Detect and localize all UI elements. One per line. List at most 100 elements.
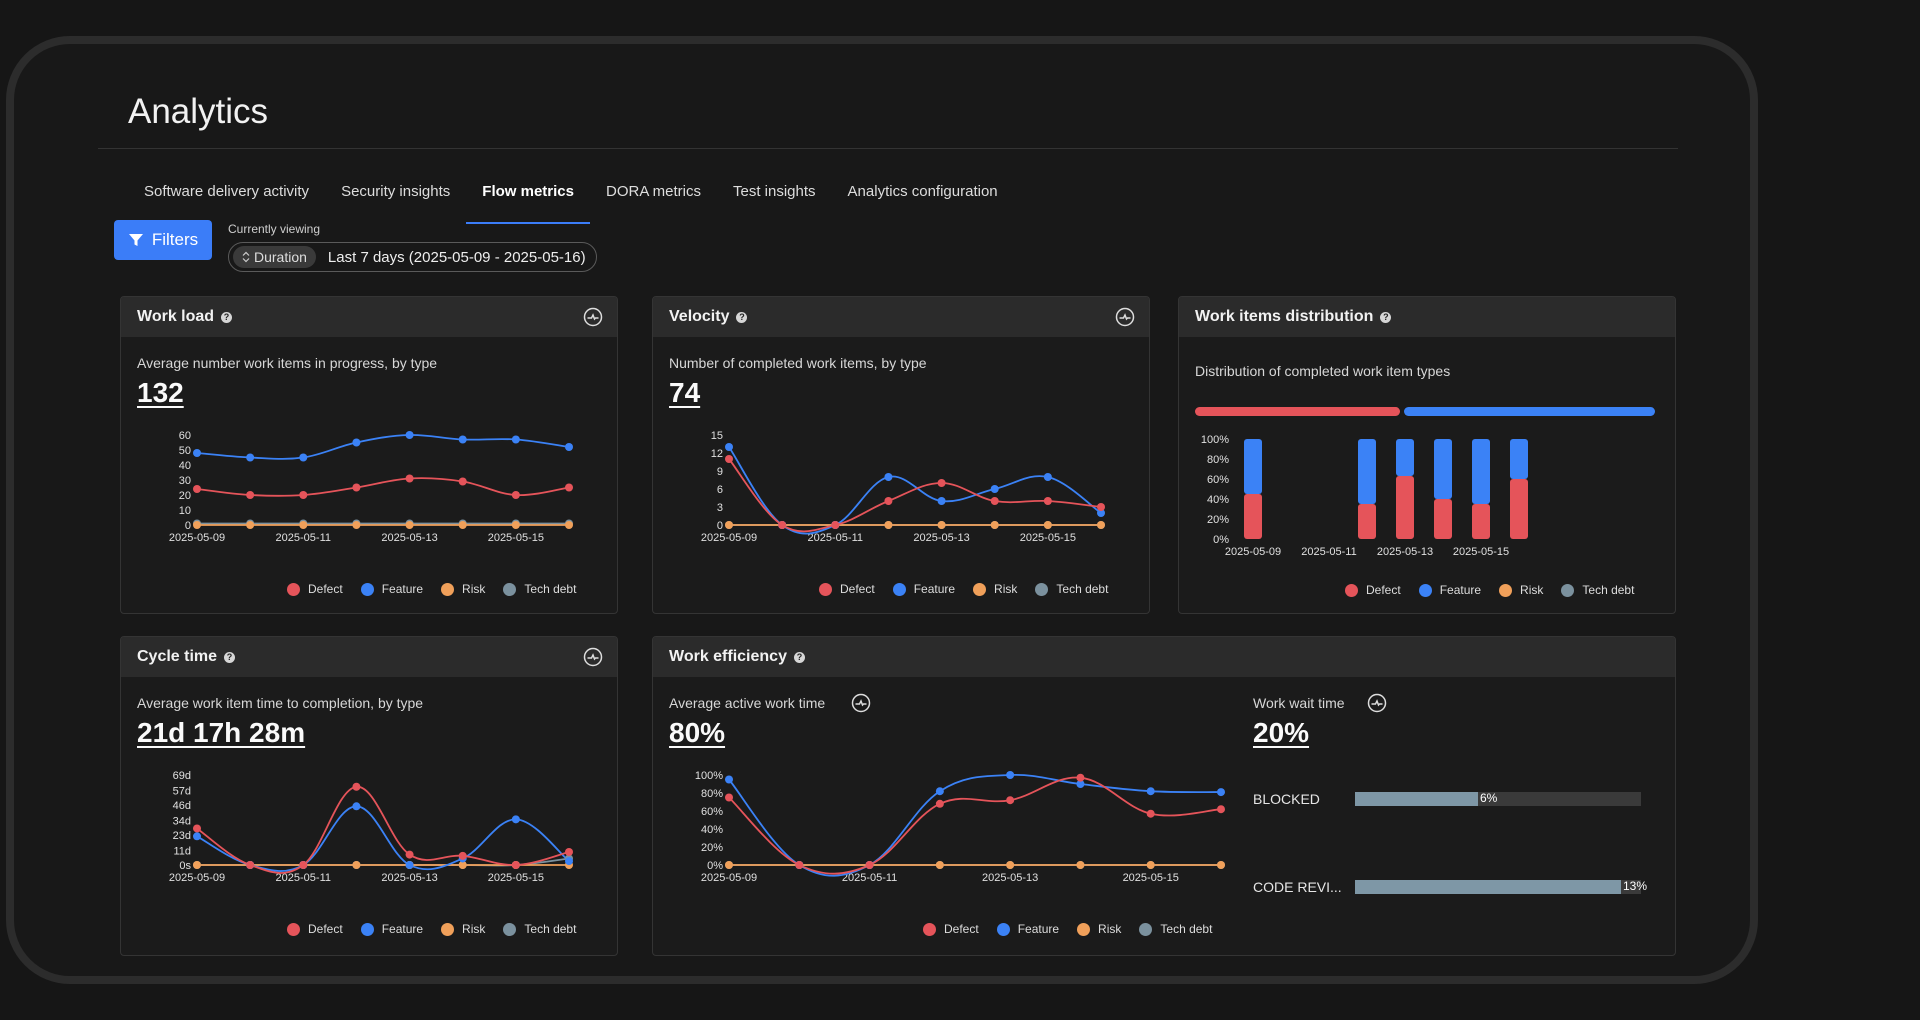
data-point-feature[interactable] (405, 431, 414, 439)
data-point-risk[interactable] (884, 521, 893, 529)
data-point-risk[interactable] (246, 521, 255, 529)
tab-flow-metrics[interactable]: Flow metrics (466, 162, 590, 224)
compare-icon[interactable] (1367, 693, 1387, 713)
compare-icon[interactable] (583, 307, 603, 327)
data-point-risk[interactable] (193, 521, 201, 529)
data-point-feature[interactable] (725, 443, 733, 451)
data-point-feature[interactable] (193, 449, 201, 457)
legend-item-feature[interactable]: Feature (360, 922, 423, 936)
data-point-defect[interactable] (795, 861, 804, 869)
bar-segment-feature[interactable] (1358, 439, 1376, 504)
data-point-feature[interactable] (405, 861, 414, 869)
data-point-feature[interactable] (1043, 473, 1052, 481)
data-point-feature[interactable] (458, 435, 467, 444)
legend-item-risk[interactable]: Risk (973, 582, 1017, 596)
active-work-time-value[interactable]: 80% (669, 717, 726, 748)
bar-segment-defect[interactable] (1358, 504, 1376, 539)
data-point-defect[interactable] (246, 491, 255, 499)
wait-bar-blocked[interactable]: 6% (1355, 791, 1641, 806)
data-point-defect[interactable] (193, 824, 201, 833)
data-point-defect[interactable] (352, 483, 361, 492)
bar-segment-defect[interactable] (1244, 494, 1262, 539)
data-point-defect[interactable] (935, 799, 944, 808)
data-point-feature[interactable] (193, 832, 201, 841)
data-point-risk[interactable] (1076, 861, 1085, 869)
data-point-risk[interactable] (1217, 861, 1225, 869)
help-icon[interactable]: ? (1380, 311, 1392, 323)
data-point-feature[interactable] (352, 438, 361, 447)
data-point-defect[interactable] (405, 474, 414, 483)
tab-security-insights[interactable]: Security insights (341, 183, 451, 200)
legend-item-feature[interactable]: Feature (892, 582, 955, 596)
legend-item-risk[interactable]: Risk (441, 582, 485, 596)
data-point-feature[interactable] (990, 485, 999, 493)
data-point-feature[interactable] (935, 787, 944, 796)
help-icon[interactable]: ? (736, 311, 748, 323)
legend-item-tech-debt[interactable]: Tech debt (1561, 583, 1634, 597)
data-point-defect[interactable] (884, 497, 893, 505)
data-point-defect[interactable] (725, 455, 733, 463)
data-point-defect[interactable] (299, 861, 308, 869)
data-point-defect[interactable] (778, 521, 787, 529)
data-point-risk[interactable] (990, 521, 999, 529)
data-point-feature[interactable] (565, 857, 573, 866)
data-point-risk[interactable] (193, 861, 201, 869)
bar-segment-defect[interactable] (1434, 499, 1452, 539)
compare-icon[interactable] (583, 647, 603, 667)
bar-segment-feature[interactable] (1472, 439, 1490, 504)
data-point-feature[interactable] (1217, 788, 1225, 797)
data-point-feature[interactable] (299, 453, 308, 462)
data-point-feature[interactable] (725, 775, 733, 784)
data-point-defect[interactable] (937, 479, 946, 487)
data-point-defect[interactable] (352, 782, 361, 791)
legend-item-feature[interactable]: Feature (1418, 583, 1481, 597)
data-point-feature[interactable] (1146, 787, 1155, 796)
wait-bar-code-review[interactable]: 13% (1355, 879, 1647, 894)
data-point-feature[interactable] (565, 443, 573, 451)
bar-segment-feature[interactable] (1510, 439, 1528, 479)
legend-item-defect[interactable]: Defect (287, 582, 343, 596)
data-point-risk[interactable] (458, 521, 467, 529)
data-point-feature[interactable] (937, 497, 946, 505)
compare-icon[interactable] (1115, 307, 1135, 327)
data-point-defect[interactable] (405, 850, 414, 859)
data-point-feature[interactable] (511, 815, 520, 824)
overall-bar-feature[interactable] (1404, 407, 1655, 416)
data-point-defect[interactable] (511, 491, 520, 499)
data-point-defect[interactable] (1006, 796, 1015, 805)
duration-filter-chip[interactable]: Duration Last 7 days (2025-05-09 - 2025-… (228, 242, 597, 272)
data-point-feature[interactable] (246, 453, 255, 462)
bar-segment-feature[interactable] (1396, 439, 1414, 476)
data-point-risk[interactable] (405, 521, 414, 529)
data-point-risk[interactable] (1146, 861, 1155, 869)
data-point-defect[interactable] (246, 861, 255, 869)
legend-item-defect[interactable]: Defect (287, 922, 343, 936)
data-point-defect[interactable] (1146, 809, 1155, 818)
legend-item-tech-debt[interactable]: Tech debt (503, 582, 576, 596)
help-icon[interactable]: ? (221, 311, 233, 323)
legend-item-defect[interactable]: Defect (1345, 583, 1401, 597)
bar-segment-defect[interactable] (1396, 476, 1414, 539)
bar-segment-feature[interactable] (1244, 439, 1262, 494)
workload-value[interactable]: 132 (137, 377, 184, 408)
legend-item-defect[interactable]: Defect (923, 922, 979, 936)
legend-item-risk[interactable]: Risk (441, 922, 485, 936)
data-point-defect[interactable] (458, 851, 467, 860)
data-point-feature[interactable] (1097, 509, 1105, 517)
data-point-risk[interactable] (1006, 861, 1015, 869)
legend-item-risk[interactable]: Risk (1499, 583, 1543, 597)
data-point-feature[interactable] (884, 473, 893, 481)
data-point-feature[interactable] (1076, 780, 1085, 788)
data-point-risk[interactable] (352, 861, 361, 869)
tab-analytics-configuration[interactable]: Analytics configuration (847, 183, 998, 200)
data-point-defect[interactable] (1217, 805, 1225, 814)
data-point-defect[interactable] (565, 483, 573, 492)
legend-item-feature[interactable]: Feature (996, 922, 1059, 936)
data-point-risk[interactable] (725, 861, 733, 869)
tab-test-insights[interactable]: Test insights (733, 183, 816, 200)
data-point-feature[interactable] (352, 802, 361, 811)
data-point-defect[interactable] (565, 847, 573, 856)
legend-item-tech-debt[interactable]: Tech debt (1139, 922, 1212, 936)
cycle-time-value[interactable]: 21d 17h 28m (137, 717, 306, 748)
work-wait-time-value[interactable]: 20% (1253, 717, 1310, 748)
